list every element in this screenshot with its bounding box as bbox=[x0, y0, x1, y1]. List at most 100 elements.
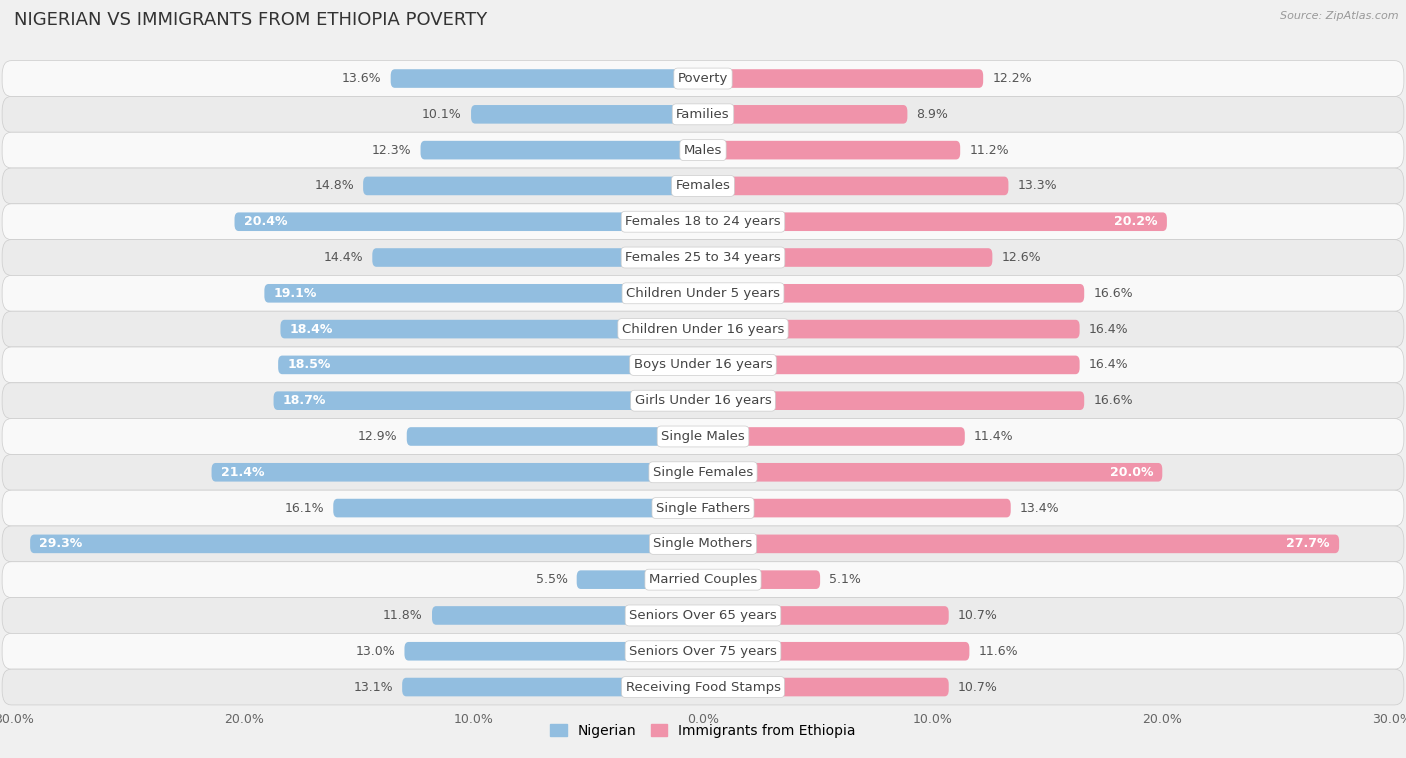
Text: Boys Under 16 years: Boys Under 16 years bbox=[634, 359, 772, 371]
FancyBboxPatch shape bbox=[703, 248, 993, 267]
FancyBboxPatch shape bbox=[278, 356, 703, 374]
Text: 11.2%: 11.2% bbox=[969, 143, 1010, 157]
FancyBboxPatch shape bbox=[30, 534, 703, 553]
FancyBboxPatch shape bbox=[3, 418, 1403, 454]
FancyBboxPatch shape bbox=[703, 534, 1339, 553]
FancyBboxPatch shape bbox=[703, 320, 1080, 338]
Text: 11.4%: 11.4% bbox=[974, 430, 1014, 443]
Text: 13.4%: 13.4% bbox=[1019, 502, 1060, 515]
Text: 12.6%: 12.6% bbox=[1001, 251, 1042, 264]
Text: 5.5%: 5.5% bbox=[536, 573, 568, 586]
FancyBboxPatch shape bbox=[3, 240, 1403, 275]
Text: 16.4%: 16.4% bbox=[1088, 359, 1129, 371]
Text: 11.6%: 11.6% bbox=[979, 645, 1018, 658]
Text: 18.4%: 18.4% bbox=[290, 323, 333, 336]
FancyBboxPatch shape bbox=[700, 108, 706, 121]
Text: 18.5%: 18.5% bbox=[287, 359, 330, 371]
FancyBboxPatch shape bbox=[703, 570, 820, 589]
Text: 16.6%: 16.6% bbox=[1094, 394, 1133, 407]
FancyBboxPatch shape bbox=[700, 430, 706, 443]
Text: Females 25 to 34 years: Females 25 to 34 years bbox=[626, 251, 780, 264]
FancyBboxPatch shape bbox=[700, 287, 706, 300]
FancyBboxPatch shape bbox=[703, 428, 965, 446]
FancyBboxPatch shape bbox=[406, 428, 703, 446]
Text: 14.8%: 14.8% bbox=[314, 180, 354, 193]
FancyBboxPatch shape bbox=[700, 465, 706, 479]
FancyBboxPatch shape bbox=[700, 322, 706, 336]
Text: 10.7%: 10.7% bbox=[957, 609, 998, 622]
FancyBboxPatch shape bbox=[274, 391, 703, 410]
FancyBboxPatch shape bbox=[3, 562, 1403, 597]
FancyBboxPatch shape bbox=[471, 105, 703, 124]
FancyBboxPatch shape bbox=[703, 642, 969, 660]
FancyBboxPatch shape bbox=[703, 391, 1084, 410]
FancyBboxPatch shape bbox=[703, 212, 1167, 231]
Text: Single Mothers: Single Mothers bbox=[654, 537, 752, 550]
FancyBboxPatch shape bbox=[420, 141, 703, 159]
FancyBboxPatch shape bbox=[3, 634, 1403, 669]
FancyBboxPatch shape bbox=[703, 284, 1084, 302]
Text: Females: Females bbox=[675, 180, 731, 193]
Text: 13.0%: 13.0% bbox=[356, 645, 395, 658]
Text: Poverty: Poverty bbox=[678, 72, 728, 85]
FancyBboxPatch shape bbox=[700, 215, 706, 228]
Text: 8.9%: 8.9% bbox=[917, 108, 949, 121]
Text: Single Males: Single Males bbox=[661, 430, 745, 443]
Text: 18.7%: 18.7% bbox=[283, 394, 326, 407]
Text: Married Couples: Married Couples bbox=[650, 573, 756, 586]
Text: 13.1%: 13.1% bbox=[353, 681, 392, 694]
Text: Seniors Over 65 years: Seniors Over 65 years bbox=[628, 609, 778, 622]
FancyBboxPatch shape bbox=[211, 463, 703, 481]
FancyBboxPatch shape bbox=[700, 251, 706, 265]
Text: Receiving Food Stamps: Receiving Food Stamps bbox=[626, 681, 780, 694]
Text: 20.4%: 20.4% bbox=[243, 215, 287, 228]
FancyBboxPatch shape bbox=[700, 609, 706, 622]
FancyBboxPatch shape bbox=[3, 347, 1403, 383]
Text: 20.2%: 20.2% bbox=[1114, 215, 1157, 228]
Text: 13.6%: 13.6% bbox=[342, 72, 381, 85]
Text: NIGERIAN VS IMMIGRANTS FROM ETHIOPIA POVERTY: NIGERIAN VS IMMIGRANTS FROM ETHIOPIA POV… bbox=[14, 11, 488, 30]
FancyBboxPatch shape bbox=[703, 499, 1011, 518]
FancyBboxPatch shape bbox=[373, 248, 703, 267]
Text: 11.8%: 11.8% bbox=[382, 609, 423, 622]
FancyBboxPatch shape bbox=[700, 501, 706, 515]
Text: Males: Males bbox=[683, 143, 723, 157]
FancyBboxPatch shape bbox=[432, 606, 703, 625]
FancyBboxPatch shape bbox=[405, 642, 703, 660]
FancyBboxPatch shape bbox=[703, 463, 1163, 481]
Text: 20.0%: 20.0% bbox=[1109, 465, 1153, 479]
FancyBboxPatch shape bbox=[3, 454, 1403, 490]
FancyBboxPatch shape bbox=[700, 143, 706, 157]
FancyBboxPatch shape bbox=[703, 141, 960, 159]
FancyBboxPatch shape bbox=[700, 394, 706, 408]
FancyBboxPatch shape bbox=[700, 680, 706, 694]
FancyBboxPatch shape bbox=[700, 573, 706, 587]
Text: 29.3%: 29.3% bbox=[39, 537, 83, 550]
FancyBboxPatch shape bbox=[703, 678, 949, 697]
Text: Families: Families bbox=[676, 108, 730, 121]
FancyBboxPatch shape bbox=[363, 177, 703, 196]
FancyBboxPatch shape bbox=[703, 105, 907, 124]
Text: 12.3%: 12.3% bbox=[371, 143, 412, 157]
Text: Females 18 to 24 years: Females 18 to 24 years bbox=[626, 215, 780, 228]
Text: 27.7%: 27.7% bbox=[1286, 537, 1330, 550]
Text: 10.1%: 10.1% bbox=[422, 108, 461, 121]
FancyBboxPatch shape bbox=[3, 526, 1403, 562]
Text: 16.4%: 16.4% bbox=[1088, 323, 1129, 336]
FancyBboxPatch shape bbox=[576, 570, 703, 589]
FancyBboxPatch shape bbox=[3, 96, 1403, 132]
FancyBboxPatch shape bbox=[3, 168, 1403, 204]
FancyBboxPatch shape bbox=[3, 132, 1403, 168]
FancyBboxPatch shape bbox=[3, 383, 1403, 418]
Text: 14.4%: 14.4% bbox=[323, 251, 363, 264]
Text: Children Under 16 years: Children Under 16 years bbox=[621, 323, 785, 336]
FancyBboxPatch shape bbox=[703, 177, 1008, 196]
FancyBboxPatch shape bbox=[333, 499, 703, 518]
Text: 12.2%: 12.2% bbox=[993, 72, 1032, 85]
FancyBboxPatch shape bbox=[391, 69, 703, 88]
FancyBboxPatch shape bbox=[235, 212, 703, 231]
FancyBboxPatch shape bbox=[703, 606, 949, 625]
Text: 16.6%: 16.6% bbox=[1094, 287, 1133, 300]
FancyBboxPatch shape bbox=[700, 644, 706, 658]
Text: 5.1%: 5.1% bbox=[830, 573, 862, 586]
